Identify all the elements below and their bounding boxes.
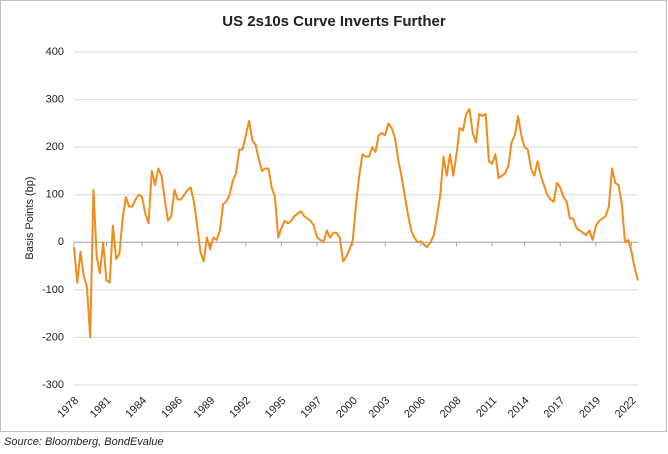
y-tick-label: 100 (46, 189, 64, 201)
y-tick-label: 200 (46, 141, 64, 153)
y-axis-title: Basis Points (bp) (24, 176, 36, 259)
y-tick-label: 300 (46, 93, 64, 105)
y-tick-label: 0 (58, 236, 64, 248)
y-tick-label: -300 (42, 379, 64, 391)
data-line (73, 108, 639, 339)
source-note: Source: Bloomberg, BondEvalue (4, 436, 164, 448)
y-tick-label: -100 (42, 284, 64, 296)
chart-title: US 2s10s Curve Inverts Further (222, 13, 446, 30)
chart-border (0, 0, 667, 432)
y-tick-label: 400 (46, 46, 64, 58)
y-tick-label: -200 (42, 331, 64, 343)
